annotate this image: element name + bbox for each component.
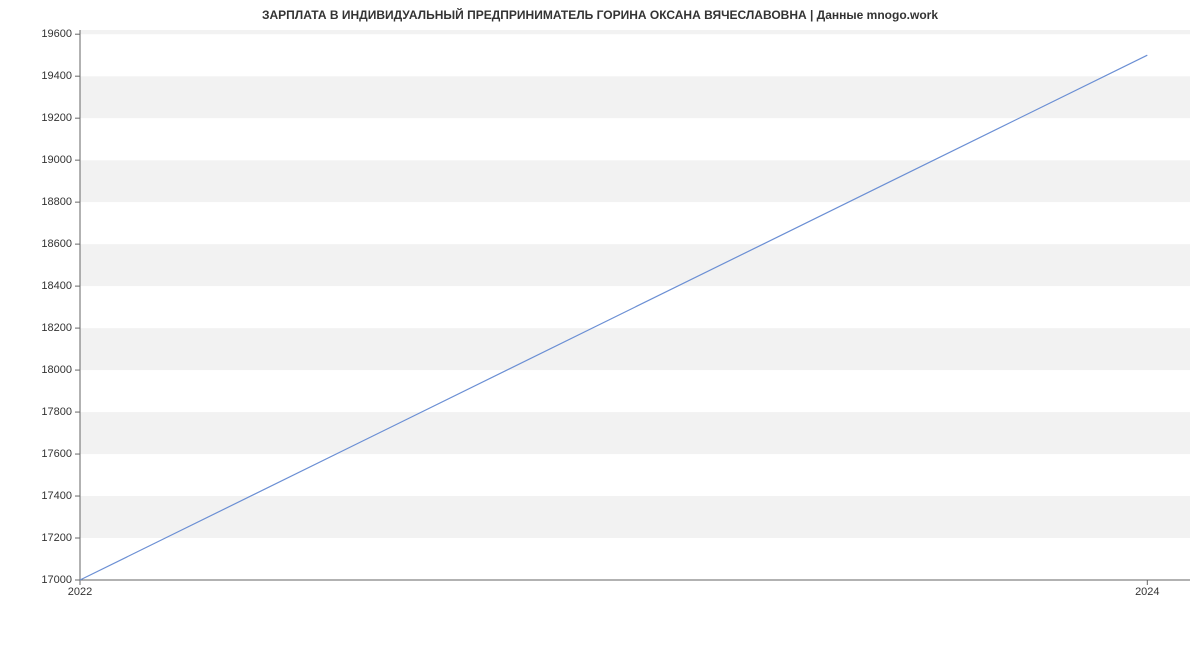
grid-band (80, 496, 1190, 538)
y-tick-label: 18000 (41, 364, 72, 376)
grid-band (80, 538, 1190, 580)
grid-band (80, 370, 1190, 412)
y-tick-label: 19200 (41, 112, 72, 124)
y-tick-label: 17000 (41, 574, 72, 586)
grid-band (80, 160, 1190, 202)
y-tick-label: 18400 (41, 280, 72, 292)
grid-band (80, 328, 1190, 370)
y-tick-label: 17600 (41, 448, 72, 460)
grid-band (80, 118, 1190, 160)
y-tick-label: 19400 (41, 70, 72, 82)
grid-band (80, 30, 1190, 34)
grid-band (80, 34, 1190, 76)
x-tick-label: 2022 (68, 586, 92, 598)
y-tick-label: 17400 (41, 490, 72, 502)
y-tick-label: 17200 (41, 532, 72, 544)
y-tick-label: 19000 (41, 154, 72, 166)
chart-container: ЗАРПЛАТА В ИНДИВИДУАЛЬНЫЙ ПРЕДПРИНИМАТЕЛ… (0, 0, 1200, 650)
chart-svg: 17000 17200 17400 17600 17800 18000 18200 18400… (0, 0, 1200, 650)
grid-band (80, 202, 1190, 244)
y-tick-label: 18800 (41, 196, 72, 208)
grid-band (80, 244, 1190, 286)
y-tick-label: 17800 (41, 406, 72, 418)
grid-band (80, 76, 1190, 118)
grid-band (80, 454, 1190, 496)
y-tick-label: 19600 (41, 28, 72, 40)
grid-band (80, 412, 1190, 454)
y-tick-label: 18200 (41, 322, 72, 334)
x-tick-label: 2024 (1135, 586, 1159, 598)
y-tick-label: 18600 (41, 238, 72, 250)
